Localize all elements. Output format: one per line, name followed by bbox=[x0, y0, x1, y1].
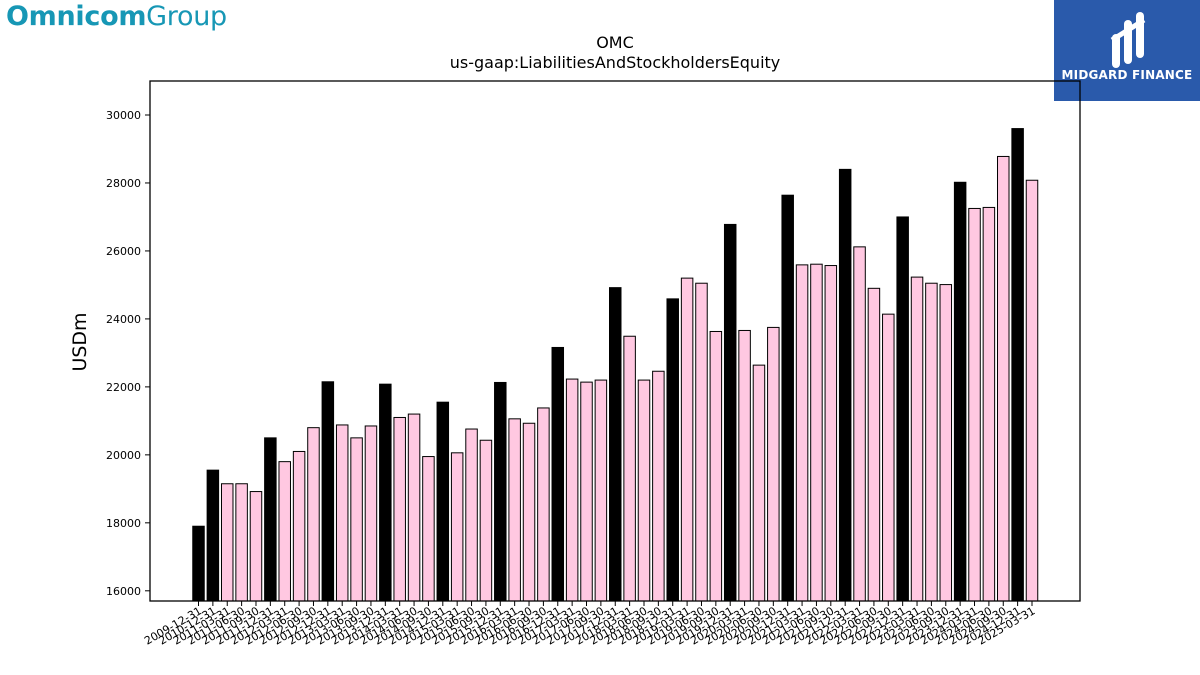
bar-2021-09-30 bbox=[824, 265, 838, 602]
y-tick-label: 24000 bbox=[106, 313, 141, 326]
y-tick-label: 28000 bbox=[106, 177, 141, 190]
bar-2020-03-31 bbox=[738, 329, 751, 602]
bar-2014-12-31 bbox=[436, 401, 450, 602]
bar-2015-09-30 bbox=[479, 439, 493, 602]
bar-2021-06-30 bbox=[810, 263, 823, 602]
chart-title: OMC bbox=[596, 33, 634, 52]
bar-2012-06-30 bbox=[292, 450, 306, 602]
brand-name: MIDGARD FINANCE bbox=[1061, 68, 1193, 82]
bar-2013-12-31 bbox=[379, 383, 392, 602]
bar-2011-06-30 bbox=[235, 483, 248, 602]
y-tick-label: 22000 bbox=[106, 381, 141, 394]
bar-2016-12-31 bbox=[551, 346, 565, 602]
bar-2017-09-30 bbox=[594, 379, 608, 602]
bar-2024-03-31 bbox=[968, 207, 981, 602]
logo-word-bold: Omnicom bbox=[6, 1, 147, 32]
bar-2014-06-30 bbox=[407, 413, 421, 602]
bar-2016-03-31 bbox=[508, 418, 521, 602]
bar-2015-06-30 bbox=[465, 428, 478, 602]
bar-2012-09-30 bbox=[307, 427, 320, 602]
bar-2023-06-30 bbox=[925, 282, 938, 602]
y-tick-label: 30000 bbox=[106, 109, 141, 122]
bar-2014-09-30 bbox=[422, 456, 435, 602]
bar-2022-06-30 bbox=[867, 287, 881, 602]
bar-2022-12-31 bbox=[896, 216, 909, 602]
y-tick-label: 20000 bbox=[106, 449, 141, 462]
bar-2009-12-31 bbox=[192, 525, 205, 602]
omnicom-group-logo: OmnicomGroup bbox=[6, 1, 227, 32]
bar-2023-12-31 bbox=[953, 181, 967, 602]
bar-2021-03-31 bbox=[795, 264, 809, 602]
bar-2024-12-31 bbox=[1011, 128, 1024, 602]
bar-2019-09-30 bbox=[709, 330, 723, 602]
bar-2019-06-30 bbox=[695, 282, 708, 602]
bar-2012-12-31 bbox=[321, 381, 335, 602]
midgard-finance-logo: MIDGARD FINANCE bbox=[1054, 0, 1200, 101]
bar-2022-09-30 bbox=[882, 313, 895, 602]
bar-2020-06-30 bbox=[752, 364, 766, 602]
bar-2019-12-31 bbox=[723, 223, 737, 602]
bar-2021-12-31 bbox=[838, 168, 852, 602]
y-tick-label: 18000 bbox=[106, 517, 141, 530]
midgard-logo-icon bbox=[1110, 12, 1146, 68]
bar-2018-09-30 bbox=[652, 370, 665, 602]
y-tick-label: 26000 bbox=[106, 245, 141, 258]
y-axis-label: USDm bbox=[69, 312, 91, 371]
bar-2024-09-30 bbox=[997, 155, 1010, 602]
bar-2010-12-31 bbox=[206, 469, 220, 602]
bar-2016-06-30 bbox=[522, 422, 536, 602]
bar-2017-06-30 bbox=[580, 381, 593, 602]
bar-2015-03-31 bbox=[450, 452, 464, 602]
bar-2018-06-30 bbox=[637, 379, 651, 602]
plot-frame bbox=[149, 80, 1081, 602]
chart-subtitle: us-gaap:LiabilitiesAndStockholdersEquity bbox=[450, 53, 781, 72]
bar-2017-03-31 bbox=[565, 378, 579, 602]
bar-2023-03-31 bbox=[910, 276, 924, 602]
bar-2024-06-30 bbox=[982, 206, 996, 602]
bar-2023-09-30 bbox=[939, 284, 953, 602]
bar-2013-06-30 bbox=[350, 437, 363, 602]
bar-2020-09-30 bbox=[767, 326, 780, 602]
bar-2016-09-30 bbox=[537, 407, 550, 602]
bar-2011-09-30 bbox=[249, 491, 263, 602]
y-tick-label: 16000 bbox=[106, 585, 141, 598]
logo-word-light: Group bbox=[146, 1, 227, 32]
bar-2014-03-31 bbox=[393, 416, 406, 602]
bar-2019-03-31 bbox=[680, 277, 694, 602]
bar-2018-03-31 bbox=[623, 335, 636, 602]
bar-2022-03-31 bbox=[853, 246, 866, 602]
bar-2011-03-31 bbox=[220, 483, 234, 602]
bar-2013-03-31 bbox=[335, 424, 349, 602]
bar-2015-12-31 bbox=[494, 381, 507, 602]
bar-2018-12-31 bbox=[666, 298, 679, 602]
plot-area: 2009-12-312010-12-312011-03-312011-06-30… bbox=[106, 80, 1081, 648]
bar-2012-03-31 bbox=[278, 461, 291, 602]
bar-2017-12-31 bbox=[609, 287, 622, 602]
bar-2020-12-31 bbox=[781, 194, 794, 602]
bar-2011-12-31 bbox=[264, 437, 277, 602]
bar-2013-09-30 bbox=[364, 425, 378, 602]
bar-2025-03-31 bbox=[1025, 179, 1039, 602]
